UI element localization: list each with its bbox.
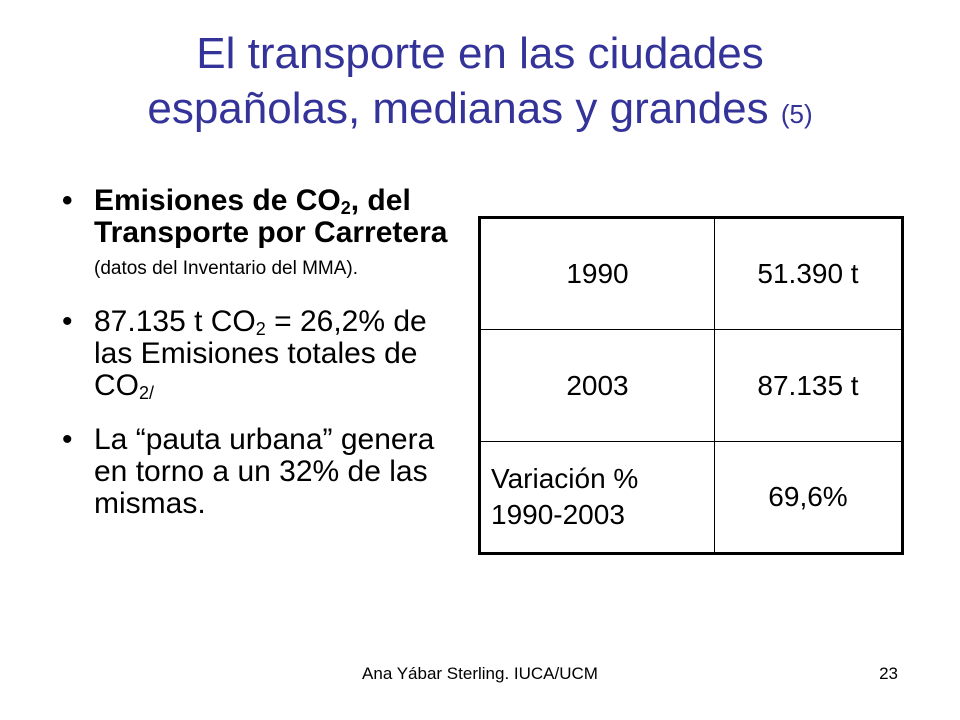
footer-credit: Ana Yábar Sterling. IUCA/UCM [362, 664, 598, 683]
bullet-urban: La “pauta urbana” genera en torno a un 3… [62, 424, 462, 520]
bullet-1-text-a: Emisiones de CO [94, 184, 341, 217]
table-row: 1990 51.390 t [479, 217, 903, 330]
bullet-1-text-b: , del Transporte por Carretera [94, 184, 448, 249]
table-cell-year: 1990 [479, 217, 715, 330]
slide-title: El transporte en las ciudades españolas,… [60, 26, 900, 142]
table-cell-variation-label: Variación % 1990-2003 [479, 441, 715, 554]
page-number: 23 [879, 664, 898, 683]
table-cell-year: 2003 [479, 329, 715, 442]
title-line-2: españolas, medianas y grandes [147, 84, 769, 133]
title-number: (5) [780, 99, 813, 129]
bullet-2-subscript-a: 2 [255, 319, 266, 339]
emissions-table: 1990 51.390 t 2003 87.135 t Variación % 1… [478, 216, 904, 555]
bullet-3-text: La “pauta urbana” genera en torno a un 3… [94, 423, 435, 520]
table-cell-value: 69,6% [714, 441, 903, 554]
bullet-2-text-b: = 26,2% de las Emisiones totales de CO [94, 305, 427, 402]
title-line-1: El transporte en las ciudades [196, 29, 764, 78]
bullet-list: Emisiones de CO2, del Transporte por Car… [62, 185, 462, 520]
bullet-share: 87.135 t CO2 = 26,2% de las Emisiones to… [62, 305, 462, 403]
variation-label-line-2: 1990-2003 [491, 499, 625, 530]
table-row: Variación % 1990-2003 69,6% [479, 441, 903, 554]
bullet-1-note: (datos del Inventario del MMA). [94, 258, 359, 279]
variation-label-line-1: Variación % [491, 463, 639, 494]
table-cell-value: 87.135 t [714, 329, 903, 442]
bullet-emissions: Emisiones de CO2, del Transporte por Car… [62, 185, 462, 284]
bullet-2-subscript-b: 2/ [139, 383, 155, 403]
table-row: 2003 87.135 t [479, 329, 903, 442]
bullet-1-subscript: 2 [340, 198, 351, 218]
table-cell-value: 51.390 t [714, 217, 903, 330]
bullet-2-text-a: 87.135 t CO [94, 305, 256, 338]
